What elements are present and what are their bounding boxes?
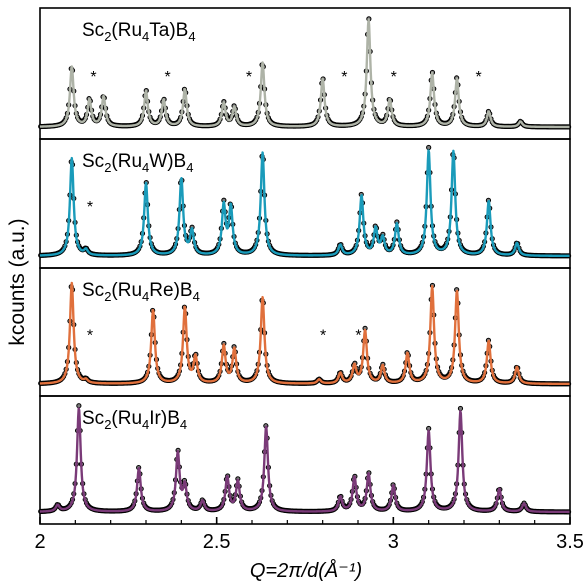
impurity-marker: * (246, 69, 252, 86)
fit-line (39, 18, 571, 129)
data-point (76, 403, 82, 409)
impurity-marker: * (341, 69, 347, 86)
x-axis-label: Q=2π/d(Å⁻¹) (250, 559, 362, 582)
impurity-marker: * (320, 327, 326, 344)
panel-4: Sc2(Ru4Ir)B4 (38, 395, 572, 525)
x-tick-label: 2.5 (203, 531, 231, 553)
compound-label: Sc2(Ru4W)B4 (82, 151, 193, 175)
data-point (457, 405, 464, 412)
compound-label: Sc2(Ru4Ir)B4 (82, 408, 187, 432)
impurity-marker: * (165, 69, 171, 86)
impurity-marker: * (355, 327, 361, 344)
compound-label: Sc2(Ru4Re)B4 (82, 280, 200, 304)
fit-line (39, 281, 571, 386)
impurity-marker: * (87, 327, 93, 344)
impurity-marker: * (391, 69, 397, 86)
x-tick-label: 2 (34, 531, 45, 553)
panel-1: * * * * * * Sc2(Ru4Ta)B4 (38, 7, 572, 140)
panel-2: * Sc2(Ru4W)B4 (38, 138, 572, 269)
impurity-marker: * (90, 69, 96, 86)
panel-3: * * * Sc2(Ru4Re)B4 (38, 267, 572, 397)
x-axis: 2 2.5 3 3.5 (34, 517, 584, 553)
panel-frame (39, 395, 571, 525)
x-tick-label: 3 (388, 531, 399, 553)
compound-label: Sc2(Ru4Ta)B4 (82, 20, 196, 44)
data-point (426, 144, 432, 151)
impurity-marker: * (87, 199, 93, 216)
impurity-marker: * (475, 69, 481, 86)
y-axis-label: kcounts (a.u.) (6, 218, 29, 345)
fit-line (39, 149, 571, 258)
panels-group: * * * * * * Sc2(Ru4Ta)B4 * Sc2(Ru4W)B4 * * * Sc2(Ru4… (38, 7, 572, 525)
x-tick-label: 3.5 (556, 531, 584, 553)
